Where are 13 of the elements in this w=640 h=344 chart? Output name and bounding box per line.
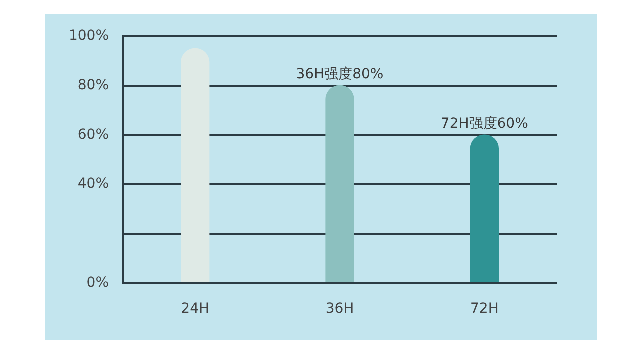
bar: [326, 85, 354, 283]
bar: [181, 48, 210, 283]
y-tick-label: 80%: [78, 77, 110, 94]
x-tick-label: 36H: [326, 301, 354, 318]
bar: [470, 134, 499, 283]
y-tick-label: 60%: [78, 126, 110, 143]
y-tick-label: 100%: [68, 28, 110, 44]
y-tick-label: 40%: [78, 176, 110, 192]
y-tick-label: 0%: [86, 274, 110, 291]
data-label: 72H强度60%: [440, 116, 528, 132]
x-tick-label: 72H: [470, 301, 499, 318]
data-label: 36H强度80%: [296, 66, 384, 82]
x-tick-label: 24H: [181, 301, 210, 318]
